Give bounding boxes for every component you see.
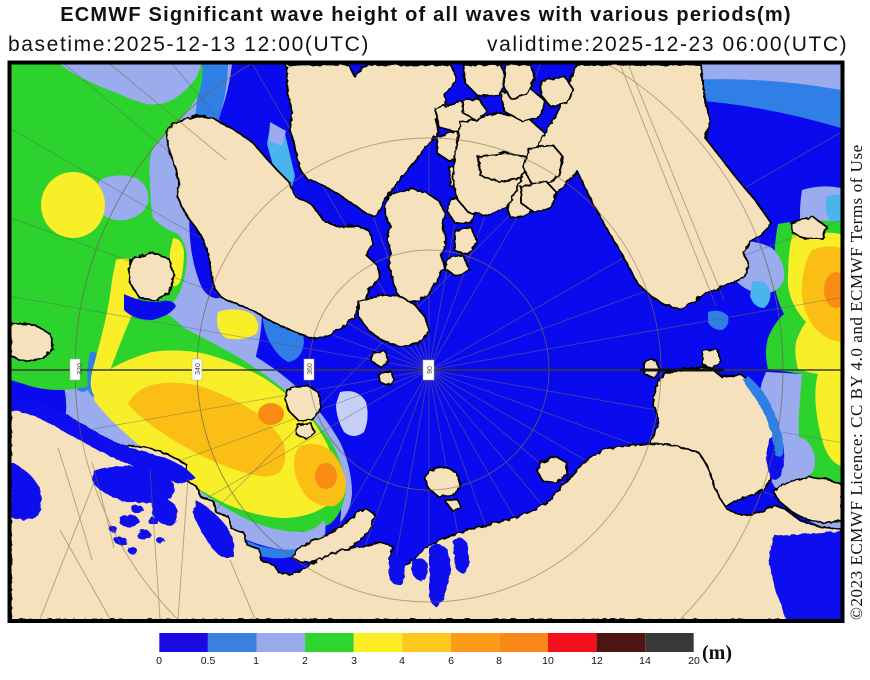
svg-text:320: 320 xyxy=(77,363,84,375)
svg-text:(m): (m) xyxy=(702,642,732,664)
svg-text:0.5: 0.5 xyxy=(201,655,216,667)
svg-text:12: 12 xyxy=(591,655,603,667)
svg-text:6: 6 xyxy=(448,655,454,667)
svg-text:10: 10 xyxy=(542,655,554,667)
svg-text:14: 14 xyxy=(639,655,651,667)
svg-text:360: 360 xyxy=(307,363,314,375)
svg-text:4: 4 xyxy=(399,655,405,667)
svg-text:8: 8 xyxy=(496,655,502,667)
svg-text:90: 90 xyxy=(427,366,434,374)
svg-text:0: 0 xyxy=(156,655,162,667)
svg-text:2: 2 xyxy=(302,655,308,667)
svg-text:1: 1 xyxy=(253,655,259,667)
svg-text:20: 20 xyxy=(688,655,700,667)
svg-text:340: 340 xyxy=(195,363,202,375)
svg-text:3: 3 xyxy=(351,655,357,667)
